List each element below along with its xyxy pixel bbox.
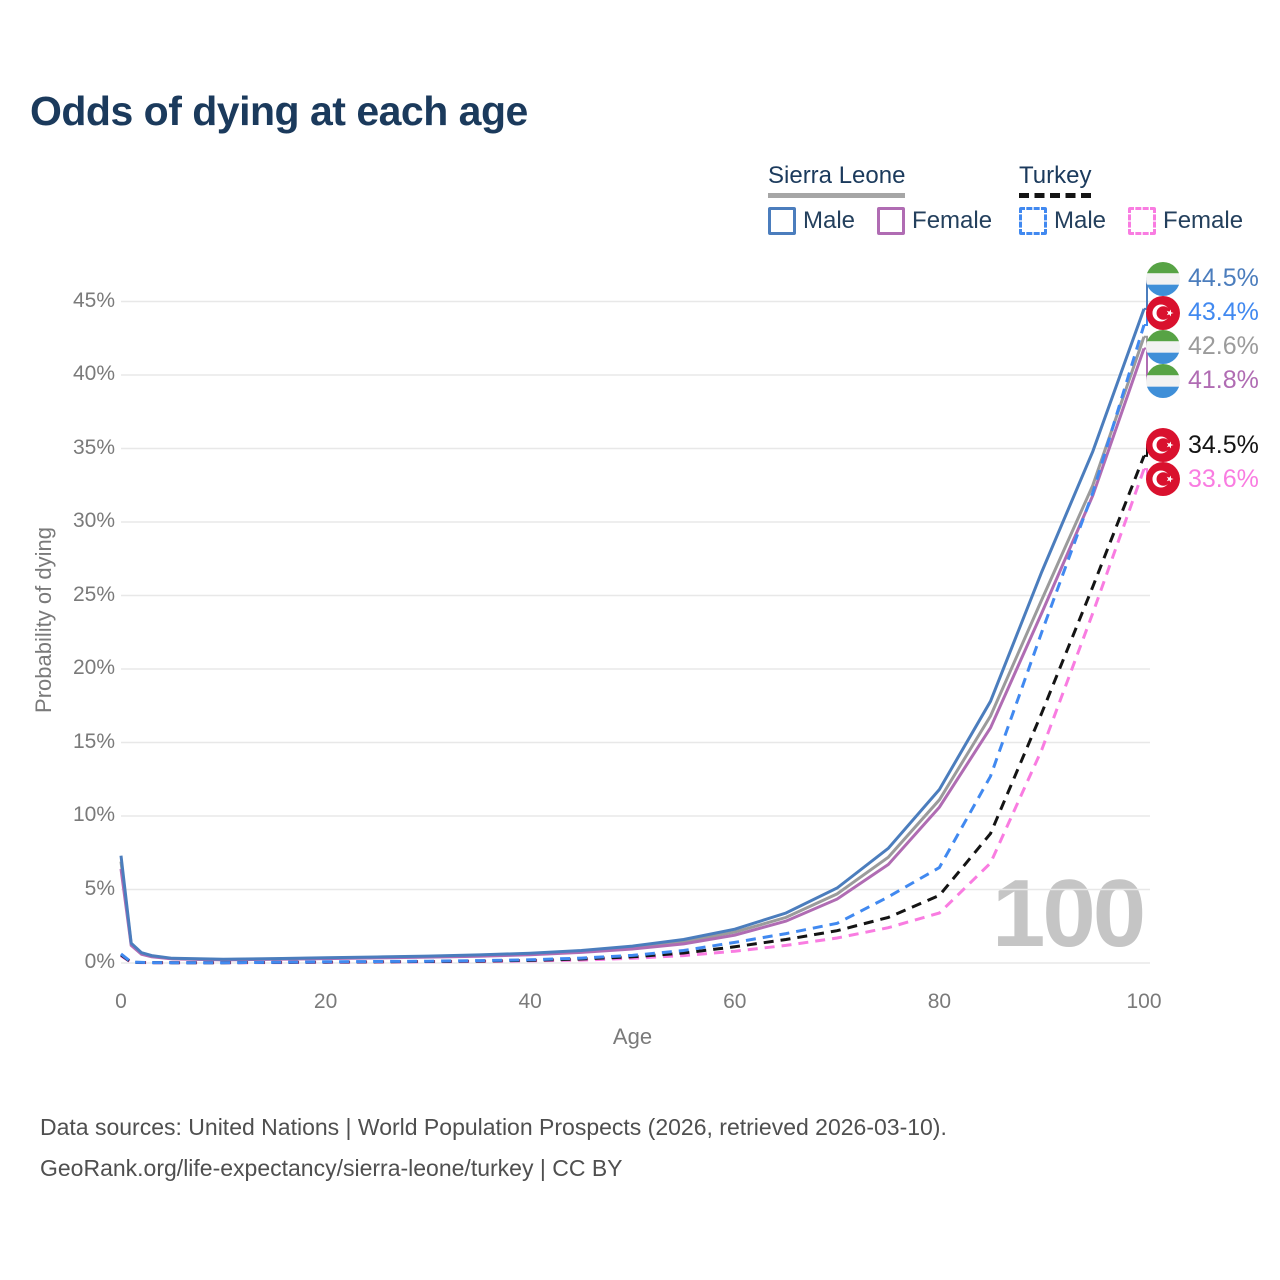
y-axis-title: Probability of dying [31, 527, 56, 713]
end-label-turkey-female: 33.6% [1146, 462, 1259, 497]
legend-item-label: Female [1163, 207, 1244, 234]
end-label-value: 43.4% [1188, 298, 1259, 327]
legend-swatch-sierra-leone-female-icon[interactable] [877, 207, 906, 235]
end-label-sierra-leone-male: 44.5% [1146, 261, 1259, 296]
turkey-flag-icon [1146, 462, 1180, 497]
turkey-flag-icon [1146, 428, 1180, 463]
sierra-leone-flag-icon [1146, 329, 1180, 364]
x-tick-label: 40 [518, 990, 542, 1013]
sierra-leone-flag-icon [1146, 261, 1180, 296]
y-tick-label: 45% [72, 288, 115, 312]
y-tick-label: 0% [84, 950, 115, 973]
x-tick-label: 60 [723, 990, 747, 1013]
x-tick-label: 0 [115, 990, 127, 1013]
hover-age-watermark: 100 [992, 860, 1146, 967]
footer-link-line: GeoRank.org/life-expectancy/sierra-leone… [40, 1154, 623, 1181]
end-label-value: 44.5% [1188, 264, 1259, 293]
x-tick-label: 100 [1126, 990, 1162, 1013]
y-tick-label: 40% [72, 362, 115, 385]
sierra-leone-flag-icon [1146, 363, 1180, 398]
legend-item-label: Male [803, 207, 856, 234]
y-tick-label: 25% [72, 582, 115, 606]
series-line-sierra-leone-male[interactable] [119, 308, 1146, 961]
legend-item-turkey-male[interactable]: Male [1019, 207, 1106, 235]
footer: Data sources: United Nations | World Pop… [40, 1107, 947, 1189]
legend-swatch-turkey-male-icon[interactable] [1019, 207, 1047, 235]
legend-item-sierra-leone-male[interactable]: Male [768, 207, 855, 235]
series-line-turkey-female[interactable] [120, 468, 1146, 965]
page-title: Odds of dying at each age [30, 88, 528, 134]
y-tick-label: 10% [72, 803, 115, 826]
end-label-value: 34.5% [1188, 430, 1259, 459]
y-tick-label: 5% [84, 876, 115, 900]
y-tick-label: 35% [72, 435, 115, 459]
x-tick-label: 80 [927, 990, 952, 1013]
end-label-value: 41.8% [1188, 366, 1259, 395]
legend-swatch-turkey-female-icon[interactable] [1128, 207, 1157, 235]
y-tick-label: 20% [72, 656, 115, 679]
end-label-sierra-leone-female: 41.8% [1146, 363, 1259, 398]
y-tick-label: 15% [72, 729, 115, 753]
legend-item-sierra-leone-female[interactable]: Female [877, 207, 992, 235]
end-label-value: 33.6% [1188, 464, 1259, 493]
legend-item-label: Male [1054, 207, 1107, 234]
y-tick-label: 30% [72, 509, 115, 532]
end-label-turkey-male: 43.4% [1146, 295, 1259, 330]
footer-source-line: Data sources: United Nations | World Pop… [40, 1114, 947, 1140]
x-tick-label: 20 [313, 990, 338, 1013]
legend-item-label: Female [912, 207, 993, 234]
x-axis-title: Age [612, 1024, 653, 1049]
end-label-turkey-total: 34.5% [1146, 428, 1259, 463]
end-label-value: 42.6% [1188, 332, 1259, 361]
legend-item-turkey-female[interactable]: Female [1128, 207, 1243, 235]
legend-group-sierra-leone: Sierra Leone Male Female [768, 162, 992, 235]
series-line-turkey-male[interactable] [120, 324, 1146, 965]
end-label-sierra-leone-total: 42.6% [1146, 329, 1259, 364]
legend-country-turkey: Turkey [1019, 162, 1092, 198]
legend-swatch-sierra-leone-male-icon[interactable] [768, 207, 796, 235]
series-line-sierra-leone-female[interactable] [119, 348, 1146, 962]
legend-group-turkey: Turkey Male Female [1019, 162, 1243, 235]
series-line-sierra-leone-total[interactable] [119, 336, 1146, 962]
turkey-flag-icon [1146, 295, 1180, 330]
series-line-turkey-total[interactable] [120, 455, 1146, 965]
legend-country-sierra-leone: Sierra Leone [768, 162, 906, 198]
